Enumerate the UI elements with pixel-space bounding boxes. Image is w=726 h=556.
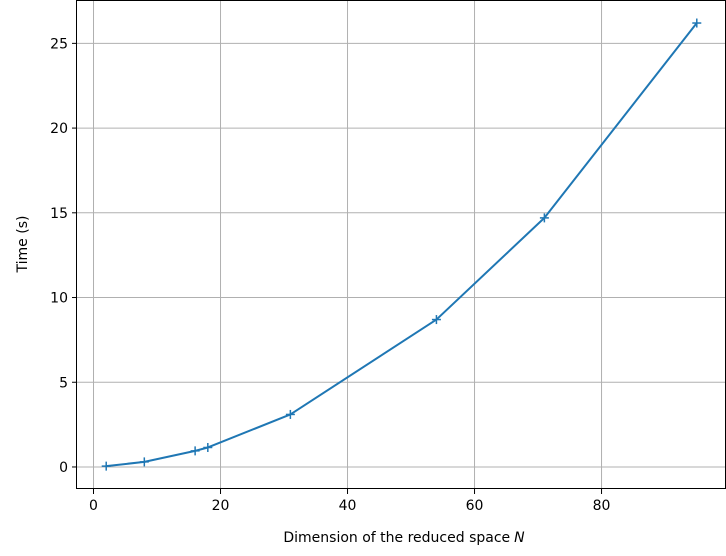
x-axis-ticks: 0 20 40 60 80 <box>89 489 610 514</box>
x-tick-label: 40 <box>339 498 357 514</box>
plot-frame <box>76 0 726 489</box>
grid <box>77 1 726 489</box>
y-tick-label: 20 <box>50 121 68 137</box>
x-tick-label: 0 <box>89 498 98 514</box>
x-tick-label: 60 <box>466 498 484 514</box>
y-tick-label: 15 <box>50 206 68 222</box>
y-tick-label: 5 <box>59 375 68 391</box>
data-point-marker <box>190 446 200 456</box>
y-tick-label: 10 <box>50 291 68 307</box>
data-point-marker <box>203 442 213 452</box>
series-layer <box>101 18 702 471</box>
x-axis-label: Dimension of the reduced space N <box>283 530 525 546</box>
data-point-marker <box>539 213 549 223</box>
series-line <box>105 22 698 468</box>
x-tick-label: 20 <box>212 498 230 514</box>
x-axis-label-symbol: N <box>514 530 525 546</box>
data-point-marker <box>101 461 111 471</box>
data-point-marker <box>431 315 441 325</box>
x-tick-label: 80 <box>593 498 611 514</box>
data-point-marker <box>285 409 295 419</box>
y-tick-label: 0 <box>59 460 68 476</box>
y-axis-ticks: 0 5 10 15 20 25 <box>50 36 77 476</box>
y-tick-label: 25 <box>50 36 68 52</box>
data-point-marker <box>692 18 702 28</box>
data-point-marker <box>139 457 149 467</box>
y-axis-label: Time (s) <box>15 216 31 274</box>
x-axis-label-text: Dimension of the reduced space <box>283 530 510 546</box>
